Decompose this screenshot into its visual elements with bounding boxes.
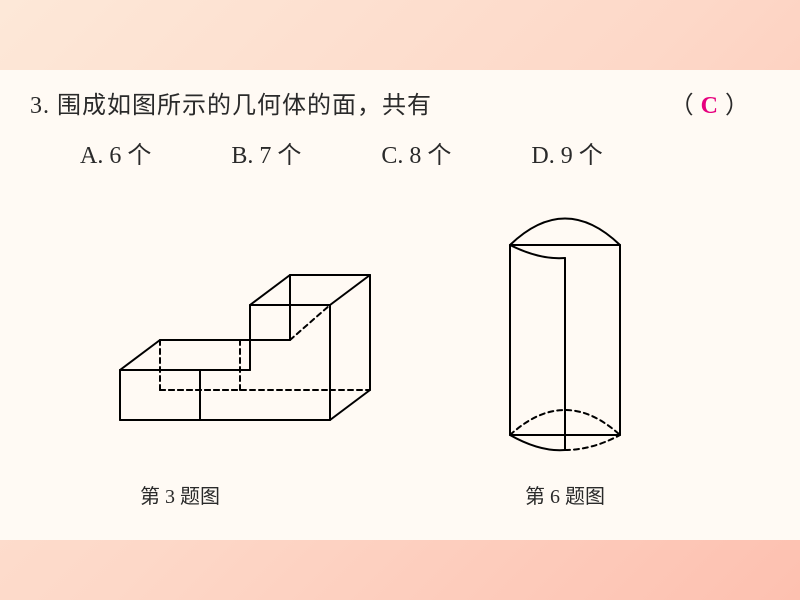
- options-line: A. 6 个 B. 7 个 C. 8 个 D. 9 个: [80, 135, 770, 170]
- content-panel: 3. 围成如图所示的几何体的面，共有 （C） A. 6 个 B. 7 个 C. …: [0, 70, 800, 540]
- question-line: 3. 围成如图所示的几何体的面，共有 （C）: [30, 85, 770, 120]
- paren-open: （: [670, 93, 695, 119]
- caption-left: 第 3 题图: [140, 480, 220, 509]
- question-number: 3.: [30, 93, 50, 119]
- option-b: B. 7 个: [231, 135, 301, 170]
- option-d: D. 9 个: [531, 135, 602, 170]
- question-text: 围成如图所示的几何体的面，共有: [57, 93, 432, 119]
- answer-letter: C: [695, 93, 725, 119]
- paren-close: ）: [725, 93, 750, 119]
- option-c: C. 8 个: [381, 135, 451, 170]
- figure-3-svg: [100, 250, 390, 440]
- figures-area: 第 3 题图 第 6 题图: [0, 200, 800, 510]
- figure-3-container: [100, 250, 350, 470]
- option-a: A. 6 个: [80, 135, 151, 170]
- figure-6-container: [480, 200, 680, 480]
- caption-right: 第 6 题图: [525, 480, 605, 509]
- figure-6-svg: [480, 200, 660, 470]
- answer-paren: （C）: [670, 85, 750, 120]
